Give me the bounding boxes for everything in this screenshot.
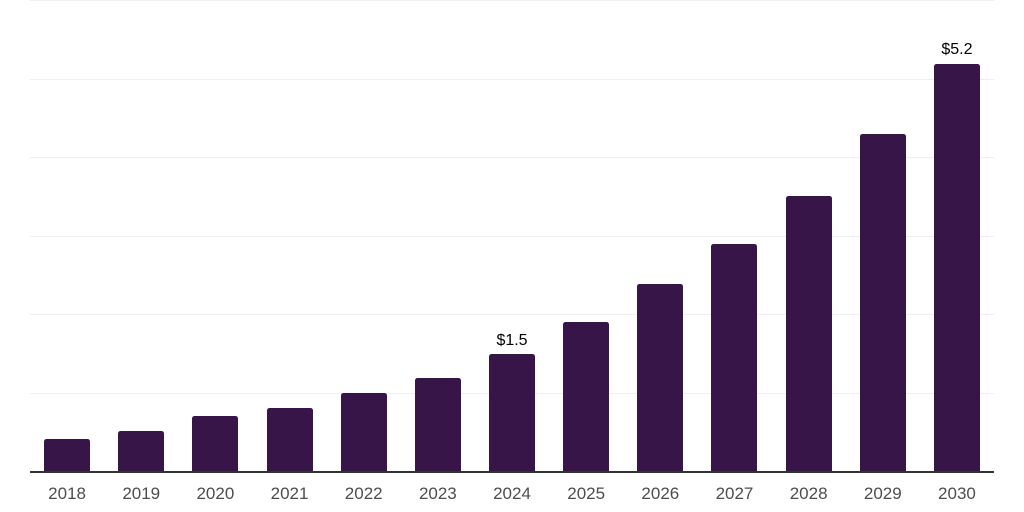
bar-slot-2028 xyxy=(772,1,846,472)
plot-area: $1.5 $5.2 xyxy=(30,0,994,472)
x-tick-label-2022: 2022 xyxy=(344,484,383,503)
x-tick-label-2019: 2019 xyxy=(122,484,161,503)
x-axis-labels: 2018 2019 2020 2021 2022 2023 2024 2025 2026 2027… xyxy=(30,484,994,504)
x-tick-label-2024: 2024 xyxy=(493,484,531,503)
bar-slot-2023 xyxy=(401,1,475,472)
x-tick-label-2027: 2027 xyxy=(715,484,754,503)
gridline-4 xyxy=(30,157,994,159)
bar-slot-2027 xyxy=(697,1,771,472)
bar-slot-2024: $1.5 xyxy=(475,1,549,472)
x-tick-label-2025: 2025 xyxy=(567,484,606,503)
bar-2022 xyxy=(340,392,387,472)
bar-2023 xyxy=(414,377,461,472)
bar-2026 xyxy=(637,283,684,472)
bar-2020 xyxy=(192,416,239,472)
bar-slot-2030: $5.2 xyxy=(920,1,994,472)
gridline-2 xyxy=(30,314,994,316)
bar-2018 xyxy=(44,439,91,472)
bar-2029 xyxy=(859,134,906,472)
bar-slot-2029 xyxy=(846,1,920,472)
bar-slot-2022 xyxy=(327,1,401,472)
bars-container: $1.5 $5.2 xyxy=(30,1,994,472)
bar-2030 xyxy=(933,63,980,472)
gridline-5 xyxy=(30,78,994,80)
bar-2019 xyxy=(118,431,165,472)
x-tick-label-2029: 2029 xyxy=(863,484,902,503)
bar-2021 xyxy=(266,408,313,472)
data-label-2024: $1.5 xyxy=(496,331,528,349)
x-tick-label-2023: 2023 xyxy=(418,484,457,503)
x-tick-label-2020: 2020 xyxy=(196,484,235,503)
data-label-2030: $5.2 xyxy=(941,41,973,59)
bar-2027 xyxy=(711,244,758,472)
x-tick-label-2030: 2030 xyxy=(938,484,976,503)
bar-2024 xyxy=(489,354,536,472)
gridline-3 xyxy=(30,235,994,237)
gridline-6 xyxy=(30,0,994,1)
x-tick-label-2018: 2018 xyxy=(48,484,86,503)
bar-2028 xyxy=(785,196,832,472)
x-tick-label-2028: 2028 xyxy=(789,484,828,503)
bar-slot-2026 xyxy=(623,1,697,472)
bar-slot-2021 xyxy=(252,1,326,472)
bar-slot-2020 xyxy=(178,1,252,472)
x-tick-label-2021: 2021 xyxy=(270,484,309,503)
bar-slot-2018 xyxy=(30,1,104,472)
bar-slot-2025 xyxy=(549,1,623,472)
bar-2025 xyxy=(563,322,610,472)
x-tick-label-2026: 2026 xyxy=(641,484,680,503)
x-axis-line xyxy=(30,471,994,473)
bar-slot-2019 xyxy=(104,1,178,472)
